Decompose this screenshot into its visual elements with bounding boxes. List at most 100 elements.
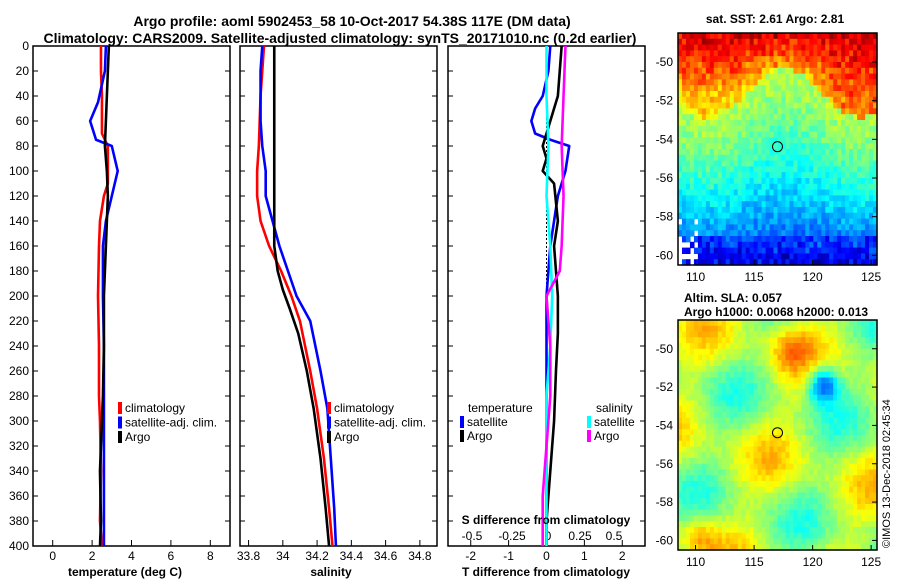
heatmap-cell [813, 406, 818, 413]
heatmap-cell [693, 120, 699, 127]
heatmap-cell [697, 149, 703, 156]
heatmap-cell [869, 120, 874, 127]
heatmap-cell [773, 207, 779, 214]
heatmap-cell [821, 325, 826, 333]
heatmap-cell [705, 201, 711, 208]
heatmap-cell [757, 366, 763, 373]
heatmap-cell [837, 230, 842, 237]
heatmap-cell [733, 440, 739, 448]
heatmap-cell [849, 207, 854, 214]
heatmap-cell [789, 354, 795, 361]
heatmap-cell [785, 348, 791, 356]
heatmap-cell [713, 149, 719, 156]
heatmap-cell [737, 62, 743, 69]
heatmap-cell [769, 67, 775, 75]
heatmap-cell [833, 515, 838, 522]
heatmap-cell [757, 131, 763, 138]
heatmap-cell [829, 360, 834, 367]
heatmap-cell [737, 143, 743, 150]
heatmap-cell [793, 189, 798, 196]
heatmap-cell [817, 360, 822, 367]
heatmap-cell [793, 527, 798, 534]
heatmap-cell [869, 172, 874, 179]
heatmap-cell [765, 79, 771, 86]
heatmap-cell [845, 125, 850, 133]
heatmap-cell [701, 475, 707, 482]
heatmap-cell [857, 62, 862, 69]
heatmap-cell [813, 131, 818, 138]
heatmap-cell [865, 325, 870, 333]
heatmap-cell [829, 62, 834, 69]
heatmap-cell [749, 143, 755, 150]
heatmap-cell [697, 343, 703, 350]
heatmap-cell [729, 383, 735, 390]
heatmap-cell [693, 521, 699, 528]
heatmap-cell [765, 337, 771, 344]
heatmap-cell [685, 230, 691, 237]
heatmap-cell [693, 114, 699, 121]
heatmap-cell [753, 377, 759, 384]
heatmap-cell [789, 73, 795, 80]
heatmap-cell [773, 354, 779, 361]
heatmap-cell [821, 331, 826, 338]
heatmap-cell [761, 91, 767, 98]
heatmap-cell [729, 172, 735, 179]
heatmap-cell [689, 509, 695, 517]
heatmap-cell [777, 230, 783, 237]
heatmap-cell [797, 348, 802, 356]
heatmap-cell [829, 492, 834, 499]
heatmap-cell [801, 33, 806, 40]
heatmap-cell [713, 366, 719, 373]
heatmap-cell [741, 33, 747, 40]
heatmap-cell [821, 544, 826, 551]
heatmap-cell [769, 389, 775, 396]
heatmap-cell [873, 458, 878, 465]
heatmap-cell [757, 44, 763, 51]
heatmap-cell [721, 137, 727, 144]
s-diff-tick-label: 0.5 [606, 529, 623, 543]
heatmap-cell [681, 85, 687, 92]
depth-tick-label: 60 [16, 114, 30, 128]
heatmap-cell [693, 383, 699, 390]
heatmap-cell [693, 475, 699, 482]
heatmap-cell [717, 195, 723, 202]
heatmap-cell [837, 253, 842, 260]
heatmap-cell [821, 486, 826, 494]
heatmap-cell [681, 458, 687, 465]
heatmap-cell [701, 241, 707, 249]
heatmap-cell [765, 131, 771, 138]
heatmap-cell [737, 337, 743, 344]
heatmap-cell [725, 366, 731, 373]
heatmap-cell [678, 189, 683, 196]
heatmap-cell [721, 241, 727, 249]
heatmap-cell [805, 446, 810, 453]
heatmap-cell [857, 189, 862, 196]
heatmap-cell [865, 178, 870, 185]
heatmap-cell [733, 207, 739, 214]
heatmap-cell [685, 183, 691, 191]
heatmap-cell [745, 125, 751, 133]
heatmap-cell [765, 400, 771, 407]
heatmap-cell [833, 389, 838, 396]
heatmap-cell [837, 343, 842, 350]
heatmap-cell [681, 337, 687, 344]
heatmap-cell [797, 366, 802, 373]
heatmap-cell [845, 67, 850, 75]
heatmap-cell [733, 394, 739, 402]
difference-panel: -2 -1 0 1 2 -0.5 -0.25 0 0.25 0.5 temperaturesat… [447, 45, 646, 579]
heatmap-cell [713, 486, 719, 494]
heatmap-cell [809, 73, 814, 80]
heatmap-cell [801, 423, 806, 430]
heatmap-cell [869, 521, 874, 528]
heatmap-cell [837, 538, 842, 545]
heatmap-cell [797, 446, 802, 453]
heatmap-cell [713, 406, 719, 413]
heatmap-cell [765, 435, 771, 442]
heatmap-cell [849, 331, 854, 338]
heatmap-cell [865, 509, 870, 517]
heatmap-cell [829, 230, 834, 237]
heatmap-cell [821, 475, 826, 482]
heatmap-cell [841, 137, 846, 144]
heatmap-cell [793, 446, 798, 453]
heatmap-cell [849, 218, 854, 225]
